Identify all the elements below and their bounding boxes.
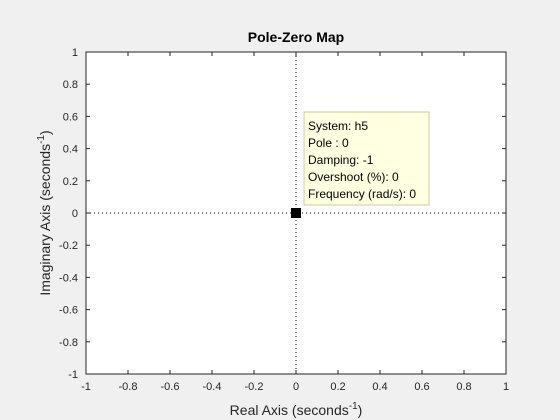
y-tick-label: -0.6 <box>59 305 78 317</box>
y-tick-label: 0.2 <box>63 176 78 188</box>
y-tick-label: -0.2 <box>59 240 78 252</box>
data-tip-line: Overshoot (%): 0 <box>308 170 399 184</box>
y-tick-label: -1 <box>68 369 78 381</box>
y-tick-label: 1 <box>72 47 78 59</box>
pole-marker[interactable] <box>291 208 301 218</box>
x-tick-label: -1 <box>81 381 91 393</box>
y-tick-label: -0.4 <box>59 272 78 284</box>
y-axis-label-sup: -1 <box>36 135 47 144</box>
y-tick-label: -0.8 <box>59 337 78 349</box>
data-tip-line: Frequency (rad/s): 0 <box>308 187 416 201</box>
data-tip-line: Pole : 0 <box>308 136 349 150</box>
y-tick-label: 0 <box>72 208 78 220</box>
y-tick-label: 0.8 <box>63 79 78 91</box>
chart-title: Pole-Zero Map <box>248 29 344 45</box>
y-axis-label: Imaginary Axis (seconds-1) <box>36 130 53 295</box>
x-axis-label-text: Real Axis (seconds <box>230 402 349 418</box>
x-axis-label-close: ) <box>358 402 363 418</box>
data-tip[interactable]: System: h5 Pole : 0 Damping: -1 Overshoot (… <box>303 111 430 206</box>
x-tick-label: 0 <box>293 381 299 393</box>
x-tick-label: 0.2 <box>330 381 345 393</box>
y-tick-label: 0.4 <box>63 144 78 156</box>
x-axis-label-sup: -1 <box>349 401 358 412</box>
axes-frame <box>85 51 507 375</box>
tick-labels: -1 -0.8 -0.6 -0.4 -0.2 0 0.2 0.4 0.6 0.8 1 -1 -0.8 -0… <box>59 47 509 393</box>
y-axis-label-text: Imaginary Axis (seconds <box>37 144 53 296</box>
y-axis-label-close: ) <box>37 130 53 135</box>
x-tick-label: 0.8 <box>456 381 471 393</box>
x-tick-label: 1 <box>503 381 509 393</box>
x-tick-label: -0.4 <box>203 381 222 393</box>
x-tick-label: -0.6 <box>161 381 180 393</box>
x-tick-label: 0.4 <box>372 381 387 393</box>
data-tip-box[interactable] <box>303 111 430 206</box>
x-axis-label: Real Axis (seconds-1) <box>230 401 363 418</box>
y-tick-label: 0.6 <box>63 111 78 123</box>
x-tick-label: 0.6 <box>414 381 429 393</box>
data-tip-line: System: h5 <box>308 119 368 133</box>
data-tip-line: Damping: -1 <box>308 153 374 167</box>
x-tick-label: -0.2 <box>245 381 264 393</box>
x-tick-label: -0.8 <box>119 381 138 393</box>
pole-markers <box>291 208 301 218</box>
